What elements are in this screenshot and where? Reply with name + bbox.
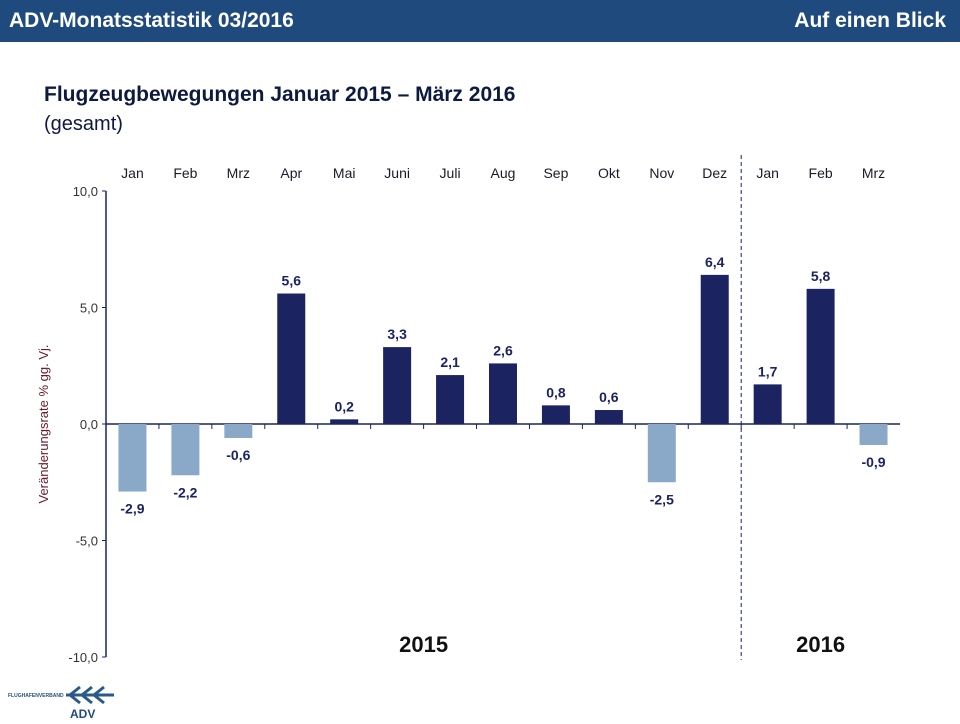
header-section: Auf einen Blick (794, 9, 946, 32)
bar (700, 274, 729, 424)
x-tick-label: Juli (440, 165, 461, 181)
group-label: 2015 (399, 632, 448, 657)
x-tick-label: Feb (173, 165, 197, 181)
bar (647, 424, 676, 483)
y-tick-label: 10,0 (73, 184, 98, 199)
bar (171, 424, 200, 476)
chart-subtitle: (gesamt) (44, 113, 123, 135)
x-tick-label: Okt (598, 165, 620, 181)
bar (277, 293, 306, 424)
x-tick-label: Dez (702, 165, 727, 181)
y-tick-label: -10,0 (68, 650, 98, 665)
data-label: 5,8 (811, 268, 831, 284)
bar (436, 375, 465, 424)
data-label: -0,6 (226, 447, 250, 463)
x-tick-label: Mai (333, 165, 356, 181)
adv-logo: FLUGHAFENVERBAND ADV (8, 683, 118, 724)
x-tick-label: Mrz (227, 165, 250, 181)
x-tick-label: Jan (121, 165, 144, 181)
x-tick-label: Aug (491, 165, 516, 181)
data-label: 3,3 (387, 326, 407, 342)
svg-text:ADV: ADV (70, 707, 95, 719)
bar (541, 405, 570, 424)
x-tick-label: Jan (756, 165, 779, 181)
data-label: 1,7 (758, 363, 778, 379)
data-label: 0,2 (334, 398, 354, 414)
x-tick-label: Mrz (862, 165, 885, 181)
bar (806, 288, 835, 424)
chart-title: Flugzeugbewegungen Januar 2015 – März 20… (44, 83, 516, 106)
bar (118, 424, 147, 492)
bar (330, 419, 359, 424)
y-tick-label: 0,0 (80, 417, 98, 432)
x-tick-label: Sep (543, 165, 568, 181)
group-label: 2016 (796, 632, 845, 657)
data-label: -2,2 (173, 484, 197, 500)
data-label: -2,9 (120, 501, 144, 517)
header-bar: ADV-Monatsstatistik 03/2016 Auf einen Bl… (0, 0, 960, 42)
x-tick-label: Nov (649, 165, 674, 181)
x-tick-label: Juni (384, 165, 410, 181)
bar (753, 384, 782, 424)
bar (224, 424, 253, 438)
svg-text:FLUGHAFENVERBAND: FLUGHAFENVERBAND (8, 693, 64, 699)
data-label: 0,8 (546, 384, 566, 400)
data-label: -2,5 (650, 491, 674, 507)
x-tick-label: Apr (280, 165, 302, 181)
data-label: 2,6 (493, 342, 513, 358)
data-label: 0,6 (599, 389, 619, 405)
y-axis-label: Veränderungsrate % gg. Vj. (36, 345, 51, 504)
x-tick-label: Feb (809, 165, 833, 181)
y-tick-label: -5,0 (76, 534, 98, 549)
bar (594, 410, 623, 424)
data-label: 2,1 (440, 354, 460, 370)
data-label: 5,6 (282, 273, 302, 289)
bar (489, 363, 517, 424)
header-title: ADV-Monatsstatistik 03/2016 (9, 9, 294, 32)
y-tick-label: 5,0 (80, 301, 98, 316)
bar (383, 347, 412, 424)
data-label: 6,4 (705, 254, 725, 270)
data-label: -0,9 (861, 454, 885, 470)
bar (859, 424, 888, 445)
